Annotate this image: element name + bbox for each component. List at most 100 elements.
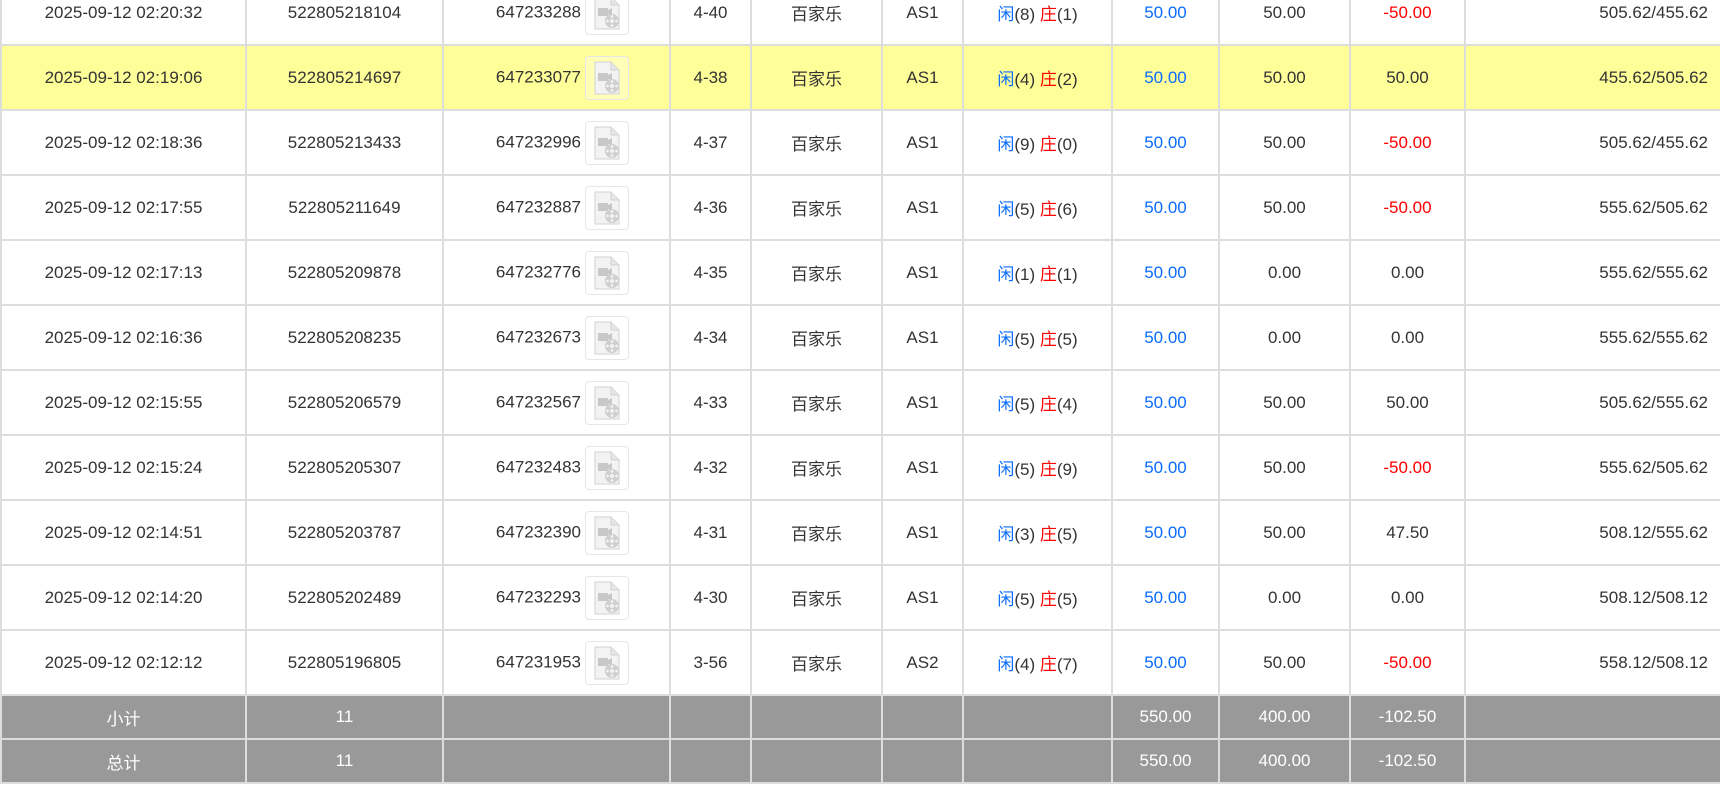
bet-time: 2025-09-12 02:20:32 [0, 0, 247, 46]
table-row: 2025-09-12 02:17:55 522805211649 6472328… [0, 174, 1720, 241]
game-name: 百家乐 [750, 0, 883, 46]
win-loss: -50.00 [1349, 174, 1466, 241]
game-name: 百家乐 [750, 369, 883, 436]
game-id-cell: 647233077 [442, 44, 671, 111]
table-name: AS1 [881, 239, 964, 306]
game-id: 647232567 [495, 391, 581, 411]
banker-points: (0) [1056, 135, 1078, 154]
total-label: 总计 [0, 738, 247, 784]
bet-time: 2025-09-12 02:12:12 [0, 629, 247, 696]
player-points: (4) [1014, 655, 1036, 674]
bet-time: 2025-09-12 02:17:55 [0, 174, 247, 241]
result: 闲(1) 庄(1) [962, 239, 1113, 306]
valid-bet: 0.00 [1218, 564, 1351, 631]
bet-time: 2025-09-12 02:16:36 [0, 304, 247, 371]
bet-id: 522805205307 [245, 434, 444, 501]
result: 闲(5) 庄(4) [962, 369, 1113, 436]
game-name: 百家乐 [750, 44, 883, 111]
player-points: (1) [1014, 265, 1036, 284]
valid-bet: 50.00 [1218, 499, 1351, 566]
player-points: (5) [1014, 590, 1036, 609]
table-row: 2025-09-12 02:12:12 522805196805 6472319… [0, 629, 1720, 696]
bet-amount: 50.00 [1111, 0, 1220, 46]
round: 4-32 [669, 434, 752, 501]
banker-label: 庄 [1039, 460, 1057, 479]
player-label: 闲 [997, 590, 1015, 609]
video-file-icon[interactable] [585, 445, 629, 490]
game-name: 百家乐 [750, 434, 883, 501]
video-file-icon[interactable] [585, 250, 629, 295]
round: 4-30 [669, 564, 752, 631]
round: 4-36 [669, 174, 752, 241]
table-name: AS1 [881, 434, 964, 501]
round: 4-40 [669, 0, 752, 46]
valid-bet: 50.00 [1218, 44, 1351, 111]
balance: 505.62/555.62 [1464, 369, 1720, 436]
game-name: 百家乐 [750, 499, 883, 566]
bet-id: 522805209878 [245, 239, 444, 306]
banker-points: (4) [1056, 395, 1078, 414]
video-file-icon[interactable] [585, 0, 629, 35]
player-label: 闲 [997, 265, 1015, 284]
video-file-icon[interactable] [585, 315, 629, 360]
table-name: AS1 [881, 369, 964, 436]
game-name: 百家乐 [750, 304, 883, 371]
table-row: 2025-09-12 02:14:51 522805203787 6472323… [0, 499, 1720, 566]
video-file-icon[interactable] [585, 640, 629, 685]
bet-time: 2025-09-12 02:14:20 [0, 564, 247, 631]
bet-id: 522805203787 [245, 499, 444, 566]
banker-points: (5) [1056, 525, 1078, 544]
player-points: (9) [1014, 135, 1036, 154]
bet-amount: 50.00 [1111, 369, 1220, 436]
player-label: 闲 [997, 5, 1015, 24]
table-name: AS1 [881, 44, 964, 111]
table-row: 2025-09-12 02:15:55 522805206579 6472325… [0, 369, 1720, 436]
valid-bet: 50.00 [1218, 174, 1351, 241]
valid-bet: 0.00 [1218, 304, 1351, 371]
game-id-cell: 647232483 [442, 434, 671, 501]
video-file-icon[interactable] [585, 575, 629, 620]
bet-id: 522805196805 [245, 629, 444, 696]
result: 闲(5) 庄(5) [962, 304, 1113, 371]
banker-label: 庄 [1039, 590, 1057, 609]
table-name: AS1 [881, 174, 964, 241]
table-name: AS1 [881, 0, 964, 46]
balance: 505.62/455.62 [1464, 109, 1720, 176]
player-label: 闲 [997, 395, 1015, 414]
result: 闲(4) 庄(2) [962, 44, 1113, 111]
bet-amount: 50.00 [1111, 564, 1220, 631]
subtotal-win: -102.50 [1349, 694, 1466, 740]
table-row: 2025-09-12 02:20:32 522805218104 6472332… [0, 0, 1720, 46]
bet-id: 522805208235 [245, 304, 444, 371]
win-loss: -50.00 [1349, 109, 1466, 176]
total-win: -102.50 [1349, 738, 1466, 784]
banker-points: (2) [1056, 70, 1078, 89]
win-loss: 50.00 [1349, 369, 1466, 436]
bet-id: 522805206579 [245, 369, 444, 436]
valid-bet: 50.00 [1218, 434, 1351, 501]
bet-record-table: 2025-09-12 02:20:32 522805218104 6472332… [0, 0, 1720, 784]
bet-amount: 50.00 [1111, 629, 1220, 696]
banker-points: (5) [1056, 590, 1078, 609]
banker-label: 庄 [1039, 265, 1057, 284]
bet-amount: 50.00 [1111, 304, 1220, 371]
video-file-icon[interactable] [585, 380, 629, 425]
balance: 455.62/505.62 [1464, 44, 1720, 111]
result: 闲(5) 庄(5) [962, 564, 1113, 631]
table-name: AS1 [881, 304, 964, 371]
video-file-icon[interactable] [585, 55, 629, 100]
player-points: (8) [1014, 5, 1036, 24]
video-file-icon[interactable] [585, 120, 629, 165]
game-id: 647233077 [495, 66, 581, 86]
game-id: 647232887 [495, 196, 581, 216]
player-points: (5) [1014, 395, 1036, 414]
bet-id: 522805214697 [245, 44, 444, 111]
video-file-icon[interactable] [585, 510, 629, 555]
table-row: 2025-09-12 02:18:36 522805213433 6472329… [0, 109, 1720, 176]
player-points: (5) [1014, 460, 1036, 479]
player-points: (5) [1014, 200, 1036, 219]
video-file-icon[interactable] [585, 185, 629, 230]
player-label: 闲 [997, 330, 1015, 349]
bet-time: 2025-09-12 02:15:24 [0, 434, 247, 501]
player-label: 闲 [997, 460, 1015, 479]
